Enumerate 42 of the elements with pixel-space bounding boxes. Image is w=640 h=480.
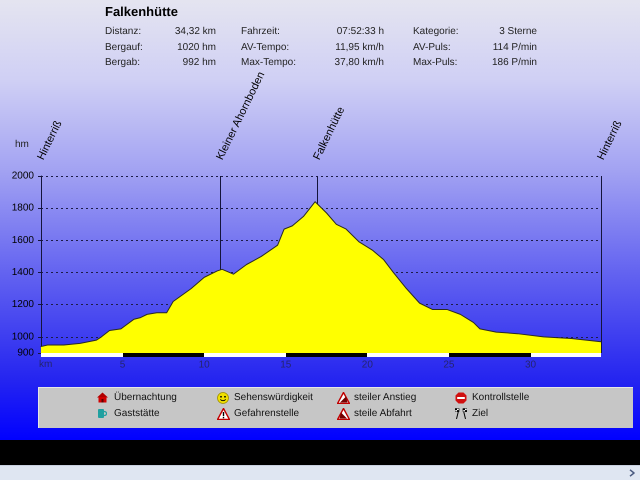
x-axis-title: km [39, 359, 52, 370]
text: Gefahrenstelle [234, 408, 300, 419]
text: Kategorie: [413, 26, 459, 37]
text: AV-Puls: [413, 42, 451, 53]
text: 07:52:33 h [336, 26, 384, 37]
y-tick-label: 1200 [12, 299, 34, 310]
text: Ziel [472, 408, 488, 419]
text: Sehenswürdigkeit [234, 392, 313, 403]
text: Fahrzeit: [241, 26, 280, 37]
y-tick-label: 2000 [12, 170, 34, 182]
y-tick-label: 1000 [12, 331, 34, 342]
text: 37,80 km/h [334, 57, 384, 68]
y-tick-label: 1400 [12, 267, 34, 278]
text: 11,95 km/h [335, 42, 384, 53]
text: Übernachtung [114, 392, 177, 403]
x-tick-label: 20 [362, 360, 374, 370]
x-tick-label: 10 [198, 360, 210, 370]
text: 114 P/min [492, 42, 537, 53]
text: steiler Anstieg [354, 392, 416, 403]
x-tick-label: 25 [443, 360, 455, 370]
text: Max-Puls: [413, 57, 458, 68]
text: AV-Tempo: [241, 42, 290, 53]
text: 186 P/min [492, 57, 537, 68]
text: 1020 hm [177, 42, 216, 53]
text: Distanz: [105, 26, 142, 37]
text: steile Abfahrt [354, 408, 412, 419]
chart-title: Falkenhütte [105, 4, 178, 19]
text: Max-Tempo: [241, 57, 296, 68]
x-tick-label: 5 [120, 360, 126, 370]
text: 992 hm [182, 57, 216, 68]
y-tick-label: 1600 [12, 234, 34, 246]
text: Bergab: [105, 57, 140, 68]
text: Kontrollstelle [472, 392, 530, 403]
text: Gaststätte [114, 408, 160, 419]
y-axis-title: hm [15, 139, 29, 150]
x-tick-label: 15 [280, 360, 292, 370]
text: 3 Sterne [499, 26, 537, 37]
y-tick-label: 900 [17, 348, 34, 358]
x-tick-label: 30 [524, 360, 537, 370]
text: 34,32 km [174, 26, 216, 37]
text: Bergauf: [105, 42, 143, 53]
y-tick-label: 1800 [12, 202, 34, 214]
